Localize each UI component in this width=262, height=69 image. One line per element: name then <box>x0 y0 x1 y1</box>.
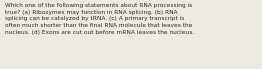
Text: Which one of the following statements about RNA processing is
true? (a) Ribozyme: Which one of the following statements ab… <box>5 3 194 35</box>
